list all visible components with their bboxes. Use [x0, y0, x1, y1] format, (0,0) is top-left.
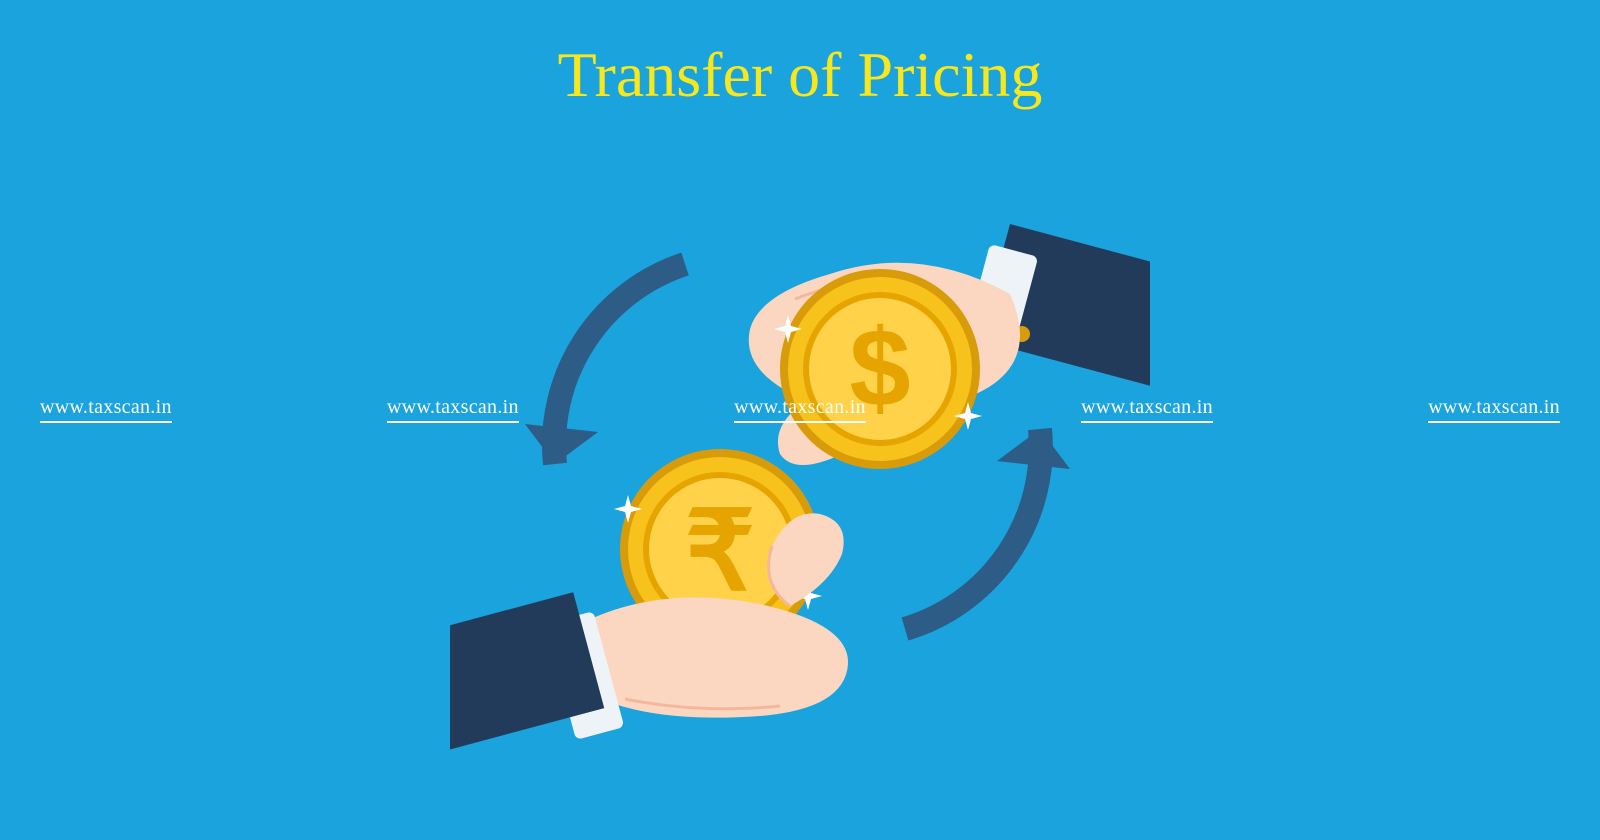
coin-rupee-symbol: ₹ — [685, 490, 755, 613]
watermark-text: www.taxscan.in — [1428, 396, 1560, 423]
exchange-illustration: $ ₹ — [450, 154, 1150, 754]
watermark-text: www.taxscan.in — [387, 396, 519, 423]
watermark-text: www.taxscan.in — [1081, 396, 1213, 423]
infographic-canvas: Transfer of Pricing — [0, 0, 1600, 840]
watermark-band: www.taxscan.in www.taxscan.in www.taxsca… — [0, 396, 1600, 423]
arrow-left-icon — [525, 264, 685, 464]
infographic-title: Transfer of Pricing — [558, 38, 1043, 112]
watermark-text: www.taxscan.in — [734, 396, 866, 423]
arrow-right-icon — [905, 429, 1070, 629]
watermark-text: www.taxscan.in — [40, 396, 172, 423]
